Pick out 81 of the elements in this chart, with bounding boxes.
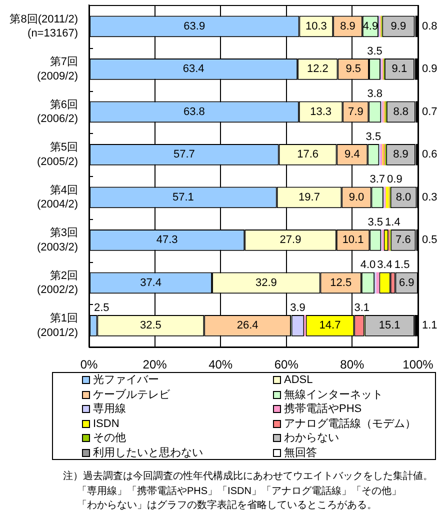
data-label: 0.7 bbox=[422, 106, 438, 118]
data-label: 57.1 bbox=[172, 191, 194, 204]
text: 注）過去調査は今回調査の性年代構成比にあわせてウエイトバックをした集計値。 bbox=[63, 470, 433, 483]
legend-label: その他 bbox=[93, 431, 126, 445]
data-label: 1.1 bbox=[422, 320, 438, 332]
data-label: 3.1 bbox=[354, 302, 370, 314]
data-label: 9.9 bbox=[390, 20, 406, 32]
y-tick-label: 第8回(2011/2) (n=13167) bbox=[10, 13, 78, 40]
data-label: 9.4 bbox=[344, 148, 360, 161]
data-label: 3.5 bbox=[367, 45, 382, 58]
data-label: 9.0 bbox=[348, 191, 364, 204]
legend-label: ADSL bbox=[284, 373, 313, 387]
data-label: 1.4 bbox=[385, 216, 400, 228]
data-label: 10.1 bbox=[342, 234, 364, 246]
data-label: 10.3 bbox=[305, 20, 327, 32]
data-label: 8.8 bbox=[393, 106, 409, 118]
data-label: 12.5 bbox=[330, 276, 352, 289]
data-label: 8.9 bbox=[340, 20, 356, 32]
x-tick-label: 40% bbox=[208, 358, 233, 372]
x-tick-label: 60% bbox=[274, 358, 299, 372]
x-tick-label: 100% bbox=[402, 358, 434, 372]
data-label: 6.9 bbox=[399, 276, 414, 289]
data-label: 3.5 bbox=[366, 130, 382, 143]
y-tick-label: 第4回 (2004/2) bbox=[37, 184, 78, 211]
legend-label: ケーブルテレビ bbox=[93, 388, 170, 402]
data-label: 2.5 bbox=[94, 302, 110, 314]
data-label: 12.2 bbox=[306, 63, 328, 76]
data-label: 26.4 bbox=[236, 320, 258, 332]
data-label: 0.8 bbox=[422, 20, 438, 32]
data-label: 27.9 bbox=[280, 234, 302, 246]
data-label: 0.6 bbox=[422, 148, 438, 161]
data-label: 17.6 bbox=[297, 148, 318, 161]
y-tick-label: 第6回 (2006/2) bbox=[37, 98, 78, 126]
data-label: 8.9 bbox=[393, 148, 408, 161]
data-label: 8.0 bbox=[396, 191, 412, 204]
data-label: 19.7 bbox=[298, 191, 320, 204]
text: 「専用線」「携帯電話やPHS」「ISDN」「アナログ電話線」「その他」 bbox=[77, 484, 402, 498]
legend-label: 携帯電話やPHS bbox=[284, 402, 362, 416]
legend-label: 専用線 bbox=[93, 402, 126, 416]
y-tick-label: 第7回 (2009/2) bbox=[37, 56, 78, 82]
data-label: 63.4 bbox=[182, 63, 204, 76]
data-label: 1.5 bbox=[394, 259, 410, 272]
text: 「わからない」はグラフの数字表記を省略しているところがある。 bbox=[77, 499, 377, 512]
data-label: 14.7 bbox=[319, 320, 341, 332]
data-label: 3.5 bbox=[368, 216, 384, 228]
legend-label: 無回答 bbox=[284, 446, 317, 460]
data-label: 4.0 bbox=[360, 259, 376, 272]
data-label: 32.9 bbox=[255, 276, 277, 289]
data-label: 0.5 bbox=[422, 234, 438, 246]
data-label: 0.9 bbox=[422, 63, 438, 76]
data-label: 9.1 bbox=[392, 63, 408, 76]
data-label: 9.5 bbox=[346, 63, 361, 76]
y-tick-label: 第1回 (2001/2) bbox=[37, 312, 78, 339]
data-label: 37.4 bbox=[140, 276, 162, 289]
data-label: 32.5 bbox=[140, 320, 162, 332]
data-label: 47.3 bbox=[156, 234, 178, 246]
data-label: 15.1 bbox=[378, 320, 400, 332]
x-tick-label: 0% bbox=[80, 358, 98, 372]
legend-label: 無線インターネット bbox=[284, 388, 383, 402]
legend-label: わからない bbox=[284, 431, 339, 445]
legend-label: 光ファイバー bbox=[93, 373, 159, 387]
data-label: 63.9 bbox=[184, 20, 206, 32]
data-label: 7.6 bbox=[396, 234, 411, 246]
data-label: 0.3 bbox=[422, 191, 438, 204]
legend-label: ISDN bbox=[93, 416, 120, 430]
x-tick-label: 20% bbox=[142, 358, 168, 372]
legend-label: アナログ電話線（モデム） bbox=[284, 416, 416, 430]
data-label: 3.7 bbox=[370, 174, 386, 186]
data-label: 63.8 bbox=[183, 106, 205, 118]
data-label: 7.9 bbox=[348, 106, 364, 118]
y-tick-label: 第3回 (2003/2) bbox=[37, 227, 78, 254]
data-label: 0.9 bbox=[387, 174, 402, 186]
data-label: 3.9 bbox=[290, 302, 306, 314]
data-label: 3.8 bbox=[367, 88, 383, 100]
x-tick-label: 80% bbox=[340, 358, 365, 372]
y-tick-label: 第5回 (2005/2) bbox=[37, 142, 78, 168]
data-label: 3.4 bbox=[377, 259, 392, 272]
data-label: 57.7 bbox=[173, 148, 195, 161]
data-label: 13.3 bbox=[310, 106, 332, 118]
y-tick-label: 第2回 (2002/2) bbox=[37, 270, 78, 296]
legend-label: 利用したいと思わない bbox=[93, 446, 203, 460]
